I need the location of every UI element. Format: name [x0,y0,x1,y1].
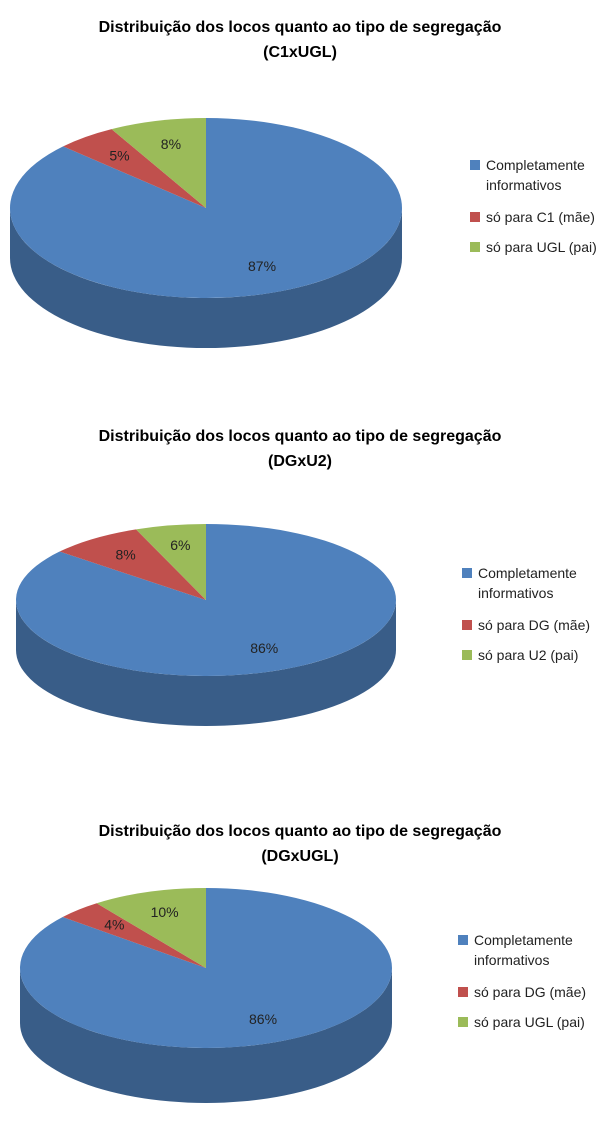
legend-swatch [458,1017,468,1027]
legend-swatch [458,987,468,997]
legend-swatch [462,650,472,660]
legend-entry: só para U2 (pai) [462,645,602,665]
legend-label: só para C1 (mãe) [486,209,595,225]
data-label: 4% [104,917,124,933]
legend: Completamente informativos só para DG (mã… [462,563,602,675]
legend: Completamente informativos só para DG (mã… [458,930,598,1042]
legend-swatch [470,160,480,170]
data-label: 6% [170,537,190,553]
data-label: 87% [248,258,276,274]
slice-side [20,968,392,1103]
legend-entry: Completamente informativos [458,930,598,970]
chart-title: (DGxUGL) [261,848,338,865]
slice [136,524,206,600]
legend-swatch [462,620,472,630]
chart-title: (DGxU2) [268,453,332,470]
data-label: 8% [161,136,181,152]
slice [16,524,397,677]
slice-side [10,208,402,348]
legend-swatch [458,935,468,945]
legend-label: só para DG (mãe) [474,984,587,1000]
legend-label: Completamente informativos [474,932,573,968]
legend-entry: só para DG (mãe) [462,615,602,635]
data-label: 8% [115,546,135,562]
legend-label: Completamente informativos [486,157,585,193]
slice [63,129,207,208]
legend-swatch [470,242,480,252]
legend-label: só para DG (mãe) [478,617,591,633]
legend-label: só para U2 (pai) [478,647,579,663]
chart-title: Distribuição dos locos quanto ao tipo de… [99,823,502,840]
chart-title: (C1xUGL) [263,44,337,61]
slice [59,529,207,600]
slice [20,888,393,1048]
slice [96,888,206,968]
data-label: 86% [250,640,278,656]
legend-swatch [470,212,480,222]
slice-side [16,600,396,726]
data-label: 5% [109,148,129,164]
chart-title: Distribuição dos locos quanto ao tipo de… [99,428,502,445]
slice [111,118,206,208]
legend: Completamente informativos só para C1 (mã… [470,155,610,267]
slice [62,903,206,968]
chart-title: Distribuição dos locos quanto ao tipo de… [99,19,502,36]
legend-entry: só para UGL (pai) [470,237,610,257]
legend-swatch [462,568,472,578]
legend-label: Completamente informativos [478,565,577,601]
legend-entry: só para DG (mãe) [458,982,598,1002]
legend-entry: Completamente informativos [462,563,602,603]
legend-entry: só para UGL (pai) [458,1012,598,1032]
legend-label: só para UGL (pai) [474,1014,585,1030]
data-label: 10% [151,904,179,920]
legend-entry: só para C1 (mãe) [470,207,610,227]
legend-entry: Completamente informativos [470,155,610,195]
legend-label: só para UGL (pai) [486,239,597,255]
data-label: 86% [249,1011,277,1027]
